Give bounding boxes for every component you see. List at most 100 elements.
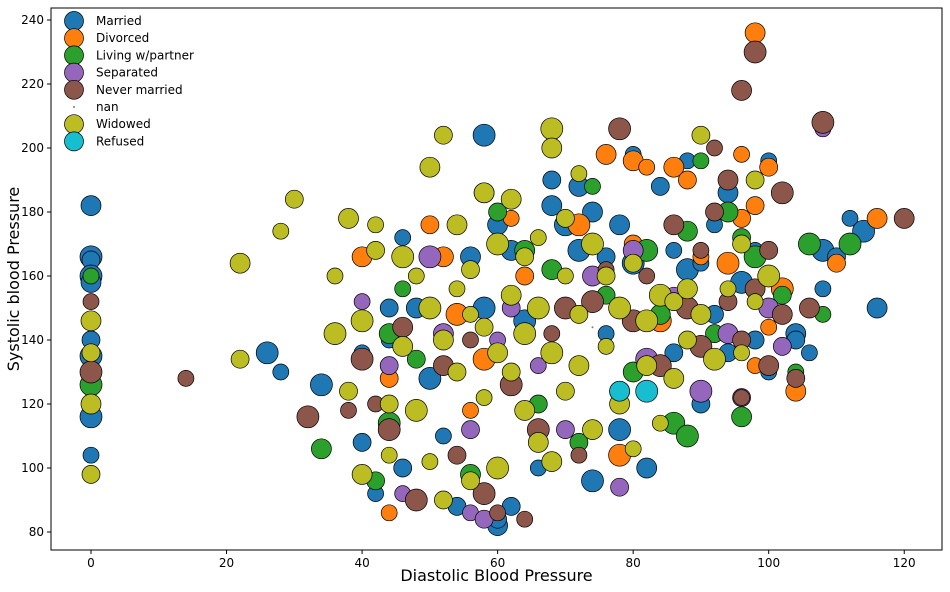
data-point: [541, 451, 563, 472]
data-point: [609, 214, 630, 236]
data-point: [418, 296, 442, 320]
data-point: [472, 123, 496, 147]
data-point: [500, 284, 522, 306]
data-point: [838, 232, 862, 256]
data-point: [624, 440, 642, 458]
data-point: [351, 464, 373, 485]
legend-item: Married: [64, 11, 142, 31]
data-point: [229, 252, 251, 274]
data-point: [608, 296, 631, 320]
data-point: [663, 368, 685, 389]
data-point: [446, 214, 468, 236]
y-axis-ticks: 80 100 120 140 160 180 200 220 240: [21, 13, 51, 539]
data-point: [677, 278, 698, 300]
data-point: [529, 357, 547, 374]
data-point: [581, 232, 604, 256]
data-point: [570, 446, 588, 464]
data-point: [526, 296, 550, 320]
data-point: [433, 329, 454, 351]
data-point: [811, 111, 835, 134]
data-point: [733, 389, 750, 406]
data-point: [475, 389, 493, 406]
data-point: [461, 260, 480, 279]
data-point: [82, 446, 100, 464]
data-point: [82, 267, 100, 285]
data-point: [814, 280, 832, 298]
data-point: [664, 343, 684, 363]
data-point: [678, 170, 697, 190]
data-point: [770, 181, 794, 205]
legend-item: Never married: [64, 79, 183, 100]
data-point: [394, 229, 412, 246]
data-point: [407, 267, 425, 285]
data-point: [473, 182, 495, 204]
data-point: [584, 178, 601, 195]
data-point: [352, 433, 372, 452]
x-tick-label: 20: [219, 556, 234, 570]
data-point: [272, 363, 290, 381]
data-point: [177, 370, 195, 387]
data-point: [608, 418, 631, 441]
data-point: [650, 177, 670, 196]
data-point: [515, 247, 535, 267]
data-point: [79, 360, 103, 384]
data-point: [703, 347, 726, 371]
y-tick-label: 240: [21, 13, 44, 27]
legend-marker: [64, 45, 84, 66]
data-point: [636, 355, 658, 376]
data-point: [556, 381, 575, 401]
data-point: [462, 402, 479, 419]
data-point: [514, 400, 536, 421]
data-point: [758, 355, 780, 376]
data-point: [406, 349, 426, 369]
data-point: [543, 325, 561, 342]
data-point: [80, 310, 102, 332]
data-point: [691, 125, 711, 145]
plot-frame: [50, 7, 943, 551]
data-point: [418, 367, 442, 390]
data-point: [255, 341, 279, 365]
series-widowed: [80, 117, 781, 510]
data-point: [501, 362, 521, 382]
data-point: [323, 322, 347, 345]
data-point: [310, 373, 333, 397]
data-point: [486, 232, 509, 256]
legend-marker: [64, 131, 84, 152]
legend-marker: [64, 114, 84, 135]
data-point: [595, 144, 617, 165]
data-point: [393, 458, 413, 478]
data-point: [488, 202, 507, 222]
data-point: [447, 362, 467, 382]
legend-label: Separated: [96, 66, 158, 80]
data-point: [744, 22, 766, 44]
data-point: [676, 424, 699, 448]
data-point: [487, 342, 508, 364]
data-point: [893, 208, 915, 229]
data-point: [757, 264, 781, 288]
data-point: [665, 242, 683, 259]
data-point: [486, 456, 509, 480]
data-point: [733, 344, 750, 362]
data-point: [339, 381, 358, 401]
data-point: [392, 336, 414, 357]
data-point: [434, 125, 453, 145]
data-point: [448, 280, 466, 298]
data-point: [461, 420, 480, 439]
legend-item: nan: [73, 100, 119, 114]
data-point: [516, 510, 534, 528]
data-point: [380, 504, 398, 522]
data-point: [366, 241, 385, 260]
y-axis-label: Systolic blood Pressure: [4, 187, 23, 372]
legend-label: nan: [96, 100, 119, 114]
data-point: [801, 344, 818, 362]
data-point: [350, 309, 374, 333]
data-point: [716, 251, 740, 275]
data-point: [515, 266, 535, 286]
data-point: [608, 117, 631, 141]
data-point: [377, 418, 401, 441]
legend-label: Married: [96, 14, 142, 28]
y-tick-label: 120: [21, 397, 44, 411]
y-tick-label: 200: [21, 141, 44, 155]
data-point: [866, 297, 888, 319]
data-point: [732, 234, 751, 254]
